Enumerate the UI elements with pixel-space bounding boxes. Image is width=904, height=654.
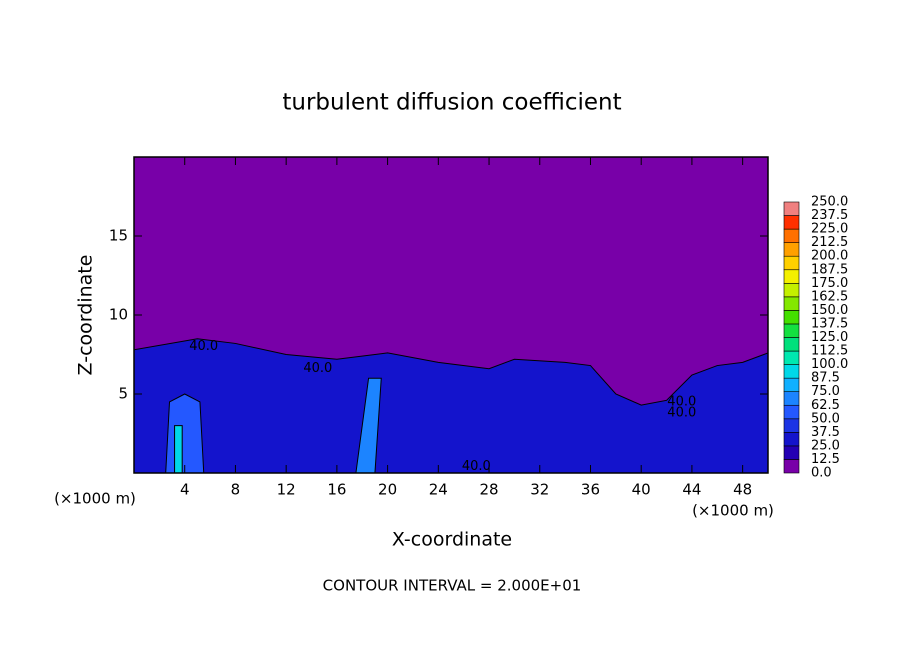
colorbar-label: 112.5 xyxy=(811,344,848,359)
colorbar-label: 75.0 xyxy=(811,384,840,399)
filled-region xyxy=(133,338,769,474)
contour-label: 40.0 xyxy=(667,394,696,409)
y-tick-label: 10 xyxy=(109,306,128,324)
x-tick-label: 4 xyxy=(180,481,190,499)
colorbar-box xyxy=(783,377,800,392)
z-unit-label: (×1000 m) xyxy=(54,490,136,508)
colorbar-label: 250.0 xyxy=(811,195,848,210)
colorbar-box xyxy=(783,459,800,474)
x-tick-label: 28 xyxy=(479,481,498,499)
colorbar-box xyxy=(783,255,800,271)
x-tick-label: 44 xyxy=(682,481,701,499)
x-tick-label: 24 xyxy=(429,481,448,499)
colorbar-label: 0.0 xyxy=(811,466,832,481)
contour-label: 40.0 xyxy=(189,339,218,354)
colorbar-box xyxy=(783,201,800,216)
colorbar-label: 225.0 xyxy=(811,222,848,237)
footer: CONTOUR INTERVAL = 2.000E+01 xyxy=(323,577,582,595)
colorbar-box xyxy=(783,364,800,379)
x-tick-label: 20 xyxy=(378,481,397,499)
colorbar-box xyxy=(783,228,800,243)
y-tick-label: 15 xyxy=(109,227,128,245)
colorbar-label: 162.5 xyxy=(811,289,848,304)
y-axis-label: Z-coordinate xyxy=(75,255,97,376)
contour-label: 40.0 xyxy=(667,405,696,420)
x-unit-label: (×1000 m) xyxy=(692,502,774,520)
colorbar-label: 200.0 xyxy=(811,249,848,264)
colorbar-box xyxy=(783,215,800,230)
x-axis-label: X-coordinate xyxy=(392,529,512,551)
colorbar-box xyxy=(783,296,800,311)
x-tick-label: 12 xyxy=(277,481,296,499)
colorbar-box xyxy=(783,404,800,420)
colorbar-label: 62.5 xyxy=(811,398,840,413)
colorbar-label: 125.0 xyxy=(811,330,848,345)
colorbar-label: 212.5 xyxy=(811,235,848,250)
x-tick-label: 32 xyxy=(530,481,549,499)
chart-title: turbulent diffusion coefficient xyxy=(282,90,621,116)
colorbar-label: 37.5 xyxy=(811,425,840,440)
colorbar-label: 100.0 xyxy=(811,357,848,372)
colorbar-label: 237.5 xyxy=(811,208,848,223)
contour-label: 40.0 xyxy=(462,459,491,474)
colorbar-box xyxy=(783,242,800,257)
y-tick-label: 5 xyxy=(118,385,128,403)
colorbar-label: 137.5 xyxy=(811,316,848,331)
colorbar-box xyxy=(783,310,800,325)
colorbar-box xyxy=(783,418,800,433)
x-tick-label: 48 xyxy=(733,481,752,499)
colorbar-box xyxy=(783,337,800,352)
x-tick-label: 36 xyxy=(581,481,600,499)
colorbar-label: 25.0 xyxy=(811,438,840,453)
colorbar-box xyxy=(783,350,800,365)
colorbar-label: 12.5 xyxy=(811,452,840,467)
colorbar-label: 175.0 xyxy=(811,276,848,291)
filled-region xyxy=(165,393,205,474)
x-tick-label: 16 xyxy=(327,481,346,499)
colorbar-box xyxy=(783,391,800,406)
colorbar-label: 150.0 xyxy=(811,303,848,318)
colorbar-box xyxy=(783,323,800,338)
colorbar-box xyxy=(783,445,800,460)
contour-label: 40.0 xyxy=(303,361,332,376)
x-tick-label: 8 xyxy=(231,481,241,499)
colorbar-box xyxy=(783,282,800,298)
x-tick-label: 40 xyxy=(632,481,651,499)
filled-region xyxy=(174,425,183,474)
colorbar-label: 50.0 xyxy=(811,411,840,426)
colorbar-box xyxy=(783,269,800,284)
colorbar-label: 87.5 xyxy=(811,371,840,386)
colorbar-label: 187.5 xyxy=(811,262,848,277)
colorbar-box xyxy=(783,432,800,447)
